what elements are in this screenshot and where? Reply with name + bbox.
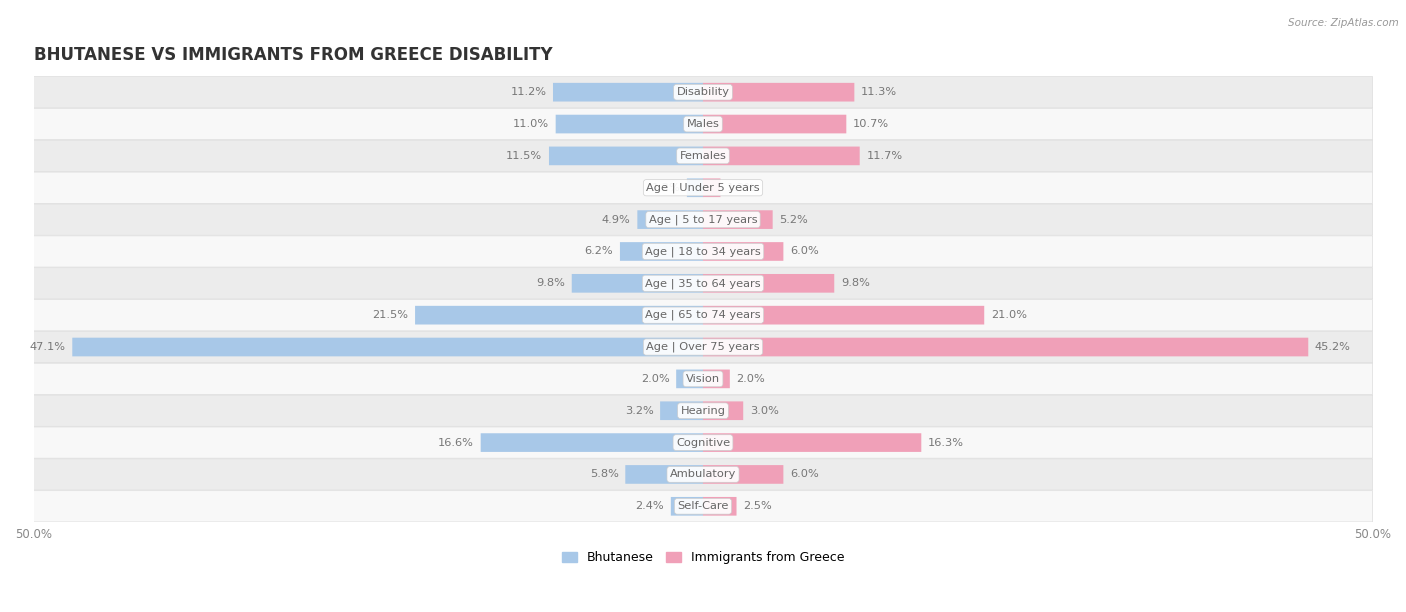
FancyBboxPatch shape [703, 306, 984, 324]
Text: Self-Care: Self-Care [678, 501, 728, 511]
Text: 16.6%: 16.6% [439, 438, 474, 447]
Text: 6.0%: 6.0% [790, 247, 818, 256]
Text: Males: Males [686, 119, 720, 129]
Text: Ambulatory: Ambulatory [669, 469, 737, 479]
FancyBboxPatch shape [553, 83, 703, 102]
Text: Vision: Vision [686, 374, 720, 384]
FancyBboxPatch shape [703, 433, 921, 452]
FancyBboxPatch shape [34, 172, 1372, 203]
FancyBboxPatch shape [72, 338, 703, 356]
FancyBboxPatch shape [34, 364, 1372, 395]
FancyBboxPatch shape [34, 491, 1372, 522]
Text: Age | 65 to 74 years: Age | 65 to 74 years [645, 310, 761, 321]
FancyBboxPatch shape [34, 204, 1372, 235]
Text: 3.0%: 3.0% [749, 406, 779, 416]
FancyBboxPatch shape [703, 242, 783, 261]
Text: 21.0%: 21.0% [991, 310, 1026, 320]
Text: Age | 18 to 34 years: Age | 18 to 34 years [645, 246, 761, 256]
FancyBboxPatch shape [572, 274, 703, 293]
FancyBboxPatch shape [703, 401, 744, 420]
Text: Age | Under 5 years: Age | Under 5 years [647, 182, 759, 193]
Text: Age | Over 75 years: Age | Over 75 years [647, 341, 759, 353]
Text: Cognitive: Cognitive [676, 438, 730, 447]
FancyBboxPatch shape [703, 114, 846, 133]
Text: Hearing: Hearing [681, 406, 725, 416]
Text: 2.0%: 2.0% [737, 374, 765, 384]
FancyBboxPatch shape [703, 83, 855, 102]
Text: 11.0%: 11.0% [513, 119, 548, 129]
Text: 6.2%: 6.2% [585, 247, 613, 256]
FancyBboxPatch shape [34, 395, 1372, 427]
FancyBboxPatch shape [34, 108, 1372, 140]
FancyBboxPatch shape [703, 338, 1308, 356]
FancyBboxPatch shape [637, 211, 703, 229]
Text: 9.8%: 9.8% [536, 278, 565, 288]
Text: 10.7%: 10.7% [853, 119, 889, 129]
Text: 11.7%: 11.7% [866, 151, 903, 161]
Text: 2.5%: 2.5% [744, 501, 772, 511]
FancyBboxPatch shape [620, 242, 703, 261]
FancyBboxPatch shape [481, 433, 703, 452]
FancyBboxPatch shape [34, 236, 1372, 267]
Text: Disability: Disability [676, 87, 730, 97]
FancyBboxPatch shape [34, 76, 1372, 108]
Text: 45.2%: 45.2% [1315, 342, 1351, 352]
FancyBboxPatch shape [688, 179, 703, 197]
Text: 1.2%: 1.2% [651, 183, 681, 193]
FancyBboxPatch shape [555, 114, 703, 133]
FancyBboxPatch shape [703, 370, 730, 388]
FancyBboxPatch shape [671, 497, 703, 516]
Text: Age | 5 to 17 years: Age | 5 to 17 years [648, 214, 758, 225]
FancyBboxPatch shape [703, 146, 859, 165]
Text: 11.3%: 11.3% [860, 87, 897, 97]
Text: 9.8%: 9.8% [841, 278, 870, 288]
Text: 1.3%: 1.3% [727, 183, 756, 193]
FancyBboxPatch shape [703, 274, 834, 293]
Text: 11.2%: 11.2% [510, 87, 547, 97]
FancyBboxPatch shape [34, 299, 1372, 330]
FancyBboxPatch shape [34, 459, 1372, 490]
FancyBboxPatch shape [676, 370, 703, 388]
FancyBboxPatch shape [703, 465, 783, 483]
Text: 2.4%: 2.4% [636, 501, 664, 511]
Text: Females: Females [679, 151, 727, 161]
Text: 16.3%: 16.3% [928, 438, 965, 447]
FancyBboxPatch shape [703, 497, 737, 516]
Text: 2.0%: 2.0% [641, 374, 669, 384]
Text: Source: ZipAtlas.com: Source: ZipAtlas.com [1288, 18, 1399, 28]
FancyBboxPatch shape [703, 179, 720, 197]
Text: 21.5%: 21.5% [373, 310, 408, 320]
Legend: Bhutanese, Immigrants from Greece: Bhutanese, Immigrants from Greece [557, 547, 849, 570]
Text: 4.9%: 4.9% [602, 215, 631, 225]
Text: 11.5%: 11.5% [506, 151, 543, 161]
FancyBboxPatch shape [703, 211, 773, 229]
Text: 3.2%: 3.2% [624, 406, 654, 416]
Text: BHUTANESE VS IMMIGRANTS FROM GREECE DISABILITY: BHUTANESE VS IMMIGRANTS FROM GREECE DISA… [34, 46, 553, 64]
FancyBboxPatch shape [34, 332, 1372, 363]
Text: 47.1%: 47.1% [30, 342, 66, 352]
FancyBboxPatch shape [415, 306, 703, 324]
FancyBboxPatch shape [548, 146, 703, 165]
Text: 5.2%: 5.2% [779, 215, 808, 225]
Text: 6.0%: 6.0% [790, 469, 818, 479]
FancyBboxPatch shape [659, 401, 703, 420]
Text: Age | 35 to 64 years: Age | 35 to 64 years [645, 278, 761, 289]
FancyBboxPatch shape [34, 267, 1372, 299]
FancyBboxPatch shape [626, 465, 703, 483]
Text: 5.8%: 5.8% [589, 469, 619, 479]
FancyBboxPatch shape [34, 140, 1372, 171]
FancyBboxPatch shape [34, 427, 1372, 458]
